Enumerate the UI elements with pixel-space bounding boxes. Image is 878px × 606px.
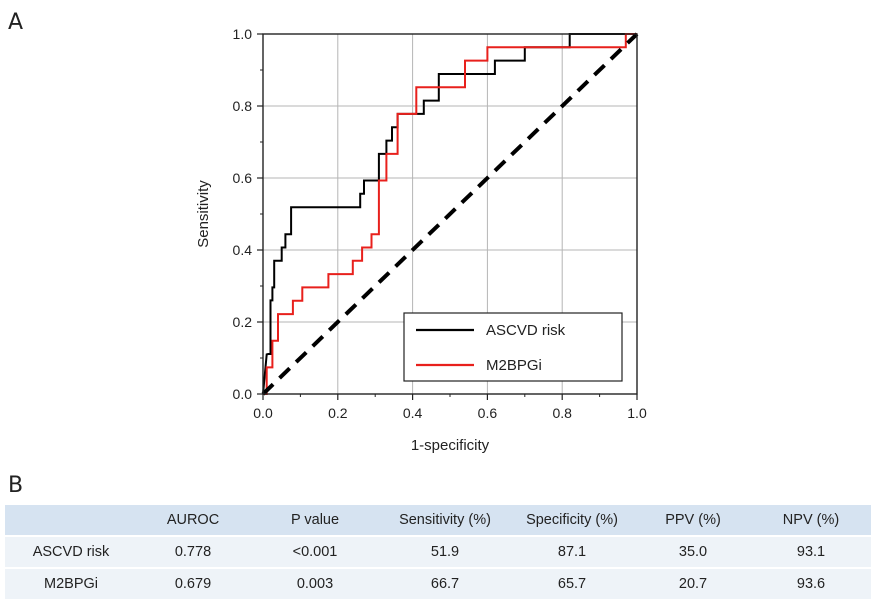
y-tick-label: 0.4 bbox=[233, 242, 253, 258]
header-cell: Specificity (%) bbox=[526, 512, 618, 528]
table-cell: 35.0 bbox=[635, 535, 751, 568]
table-cell: ASCVD risk bbox=[5, 535, 137, 568]
y-tick-label: 1.0 bbox=[233, 26, 253, 42]
table-cell: 0.003 bbox=[249, 567, 381, 599]
table-cell: 20.7 bbox=[635, 567, 751, 599]
x-tick-label: 0.0 bbox=[253, 405, 273, 421]
y-tick-label: 0.0 bbox=[233, 386, 253, 402]
table-cell: 0.778 bbox=[137, 535, 249, 568]
legend-label: M2BPGi bbox=[486, 357, 542, 374]
x-tick-label: 0.6 bbox=[478, 405, 498, 421]
table-header-row: AUROC P value Sensitivity (%) Specificit… bbox=[5, 505, 871, 536]
table-cell: 51.9 bbox=[381, 535, 509, 568]
table-cell: 87.1 bbox=[509, 535, 635, 568]
table-cell: 93.6 bbox=[751, 567, 871, 599]
x-tick-label: 0.8 bbox=[552, 405, 572, 421]
table-cell: 0.679 bbox=[137, 567, 249, 599]
panel-label-b: B bbox=[8, 473, 24, 498]
table-row: ASCVD risk 0.778 <0.001 51.9 87.1 35.0 9… bbox=[5, 535, 871, 568]
y-tick-label: 0.6 bbox=[233, 170, 253, 186]
header-cell: Sensitivity (%) bbox=[399, 512, 491, 528]
table-cell: 93.1 bbox=[751, 535, 871, 568]
header-cell: P value bbox=[290, 512, 340, 528]
x-axis-title: 1-specificity bbox=[411, 437, 490, 454]
table-cell: 66.7 bbox=[381, 567, 509, 599]
header-cell bbox=[5, 505, 137, 536]
header-cell: AUROC bbox=[166, 512, 220, 528]
x-tick-label: 1.0 bbox=[627, 405, 647, 421]
table-cell: <0.001 bbox=[249, 535, 381, 568]
header-cell: PPV (%) bbox=[665, 512, 721, 528]
table-cell: M2BPGi bbox=[5, 567, 137, 599]
y-tick-label: 0.2 bbox=[233, 314, 253, 330]
series-line-2 bbox=[263, 33, 637, 395]
stats-table: AUROC P value Sensitivity (%) Specificit… bbox=[5, 505, 871, 599]
table-row: M2BPGi 0.679 0.003 66.7 65.7 20.7 93.6 bbox=[5, 567, 871, 599]
legend-box bbox=[403, 312, 623, 382]
legend-label: ASCVD risk bbox=[486, 322, 566, 339]
header-cell: NPV (%) bbox=[782, 512, 840, 528]
y-tick-label: 0.8 bbox=[233, 98, 253, 114]
y-axis-title: Sensitivity bbox=[195, 180, 212, 248]
roc-chart: 0.0 0.2 0.4 0.6 0.8 1.0 0.0 0.2 0.4 0.6 0.8 1.0 1-sp… bbox=[195, 26, 647, 454]
x-tick-label: 0.4 bbox=[403, 405, 423, 421]
series-line-1 bbox=[262, 33, 637, 395]
chance-diagonal-line bbox=[261, 32, 639, 396]
panel-label-a: A bbox=[8, 10, 24, 35]
x-tick-label: 0.2 bbox=[328, 405, 348, 421]
table-cell: 65.7 bbox=[509, 567, 635, 599]
